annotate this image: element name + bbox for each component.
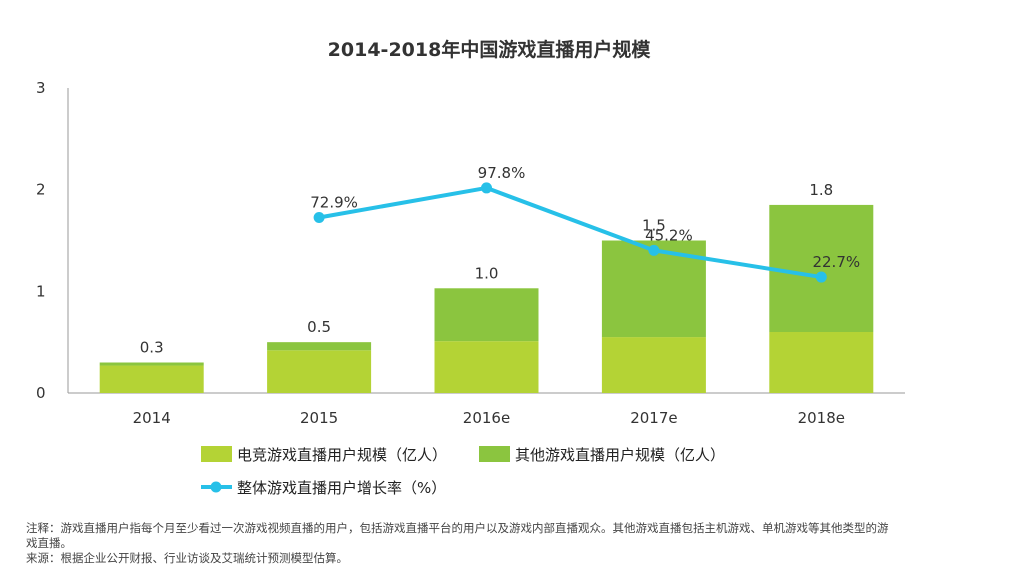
legend-label-growth: 整体游戏直播用户增长率（%） xyxy=(237,479,446,497)
bar-total-label: 0.5 xyxy=(307,318,331,336)
x-tick-label: 2014 xyxy=(133,409,171,427)
y-tick-label: 1 xyxy=(36,282,46,300)
y-tick-label: 0 xyxy=(36,384,46,402)
growth-label: 22.7% xyxy=(812,253,860,271)
data-labels: 0.3 0.5 1.0 1.5 1.8 72.9% 97.8% 45.2% 22.7% xyxy=(140,164,860,357)
bar-total-label: 1.0 xyxy=(475,264,499,282)
bar-total-label: 1.8 xyxy=(809,181,833,199)
bar-total-label: 1.5 xyxy=(642,217,666,235)
x-tick-label: 2015 xyxy=(300,409,338,427)
legend-marker-growth xyxy=(210,481,222,493)
axes: 0 1 2 3 2014 2015 2016e 2017e 2018e xyxy=(36,79,905,427)
growth-label: 72.9% xyxy=(310,193,358,211)
legend-swatch-esports xyxy=(201,446,232,462)
chart-title: 2014-2018年中国游戏直播用户规模 xyxy=(328,38,652,61)
bar-segment-esports xyxy=(601,337,706,393)
note-text: 注释：游戏直播用户指每个月至少看过一次游戏视频直播的用户，包括游戏直播平台的用户… xyxy=(26,521,889,550)
bar-segment-esports xyxy=(434,341,539,393)
bar-segment-esports xyxy=(99,365,204,393)
growth-point xyxy=(313,211,325,223)
source-text: 来源：根据企业公开财报、行业访谈及艾瑞统计预测模型估算。 xyxy=(26,551,348,565)
growth-line xyxy=(318,185,822,280)
x-tick-label: 2016e xyxy=(463,409,510,427)
bar-segment-other xyxy=(267,342,372,351)
y-tick-label: 3 xyxy=(36,79,46,97)
bar-segment-esports xyxy=(267,350,372,393)
y-tick-label: 2 xyxy=(36,181,46,199)
legend: 电竞游戏直播用户规模（亿人） 其他游戏直播用户规模（亿人） 整体游戏直播用户增长率（… xyxy=(201,446,725,497)
growth-label: 97.8% xyxy=(478,164,526,182)
bar-total-label: 0.3 xyxy=(140,339,164,357)
growth-point xyxy=(815,271,827,283)
legend-label-esports: 电竞游戏直播用户规模（亿人） xyxy=(237,446,447,464)
bar-segment-esports xyxy=(769,332,874,393)
bar-segment-other xyxy=(99,362,204,366)
growth-line-layer xyxy=(313,182,827,283)
x-tick-label: 2018e xyxy=(798,409,845,427)
chart-svg: 2014-2018年中国游戏直播用户规模 0 1 2 3 2014 2015 2016e 20… xyxy=(36,38,905,497)
x-tick-label: 2017e xyxy=(630,409,677,427)
legend-swatch-other xyxy=(479,446,510,462)
footnote: 注释：游戏直播用户指每个月至少看过一次游戏视频直播的用户，包括游戏直播平台的用户… xyxy=(26,521,896,566)
growth-point xyxy=(648,244,660,256)
legend-label-other: 其他游戏直播用户规模（亿人） xyxy=(515,446,725,464)
bar-segment-other xyxy=(434,288,539,342)
bar-segment-other xyxy=(769,204,874,332)
bars xyxy=(99,204,874,393)
growth-point xyxy=(481,182,492,194)
growth-label: 45.2% xyxy=(645,226,693,244)
